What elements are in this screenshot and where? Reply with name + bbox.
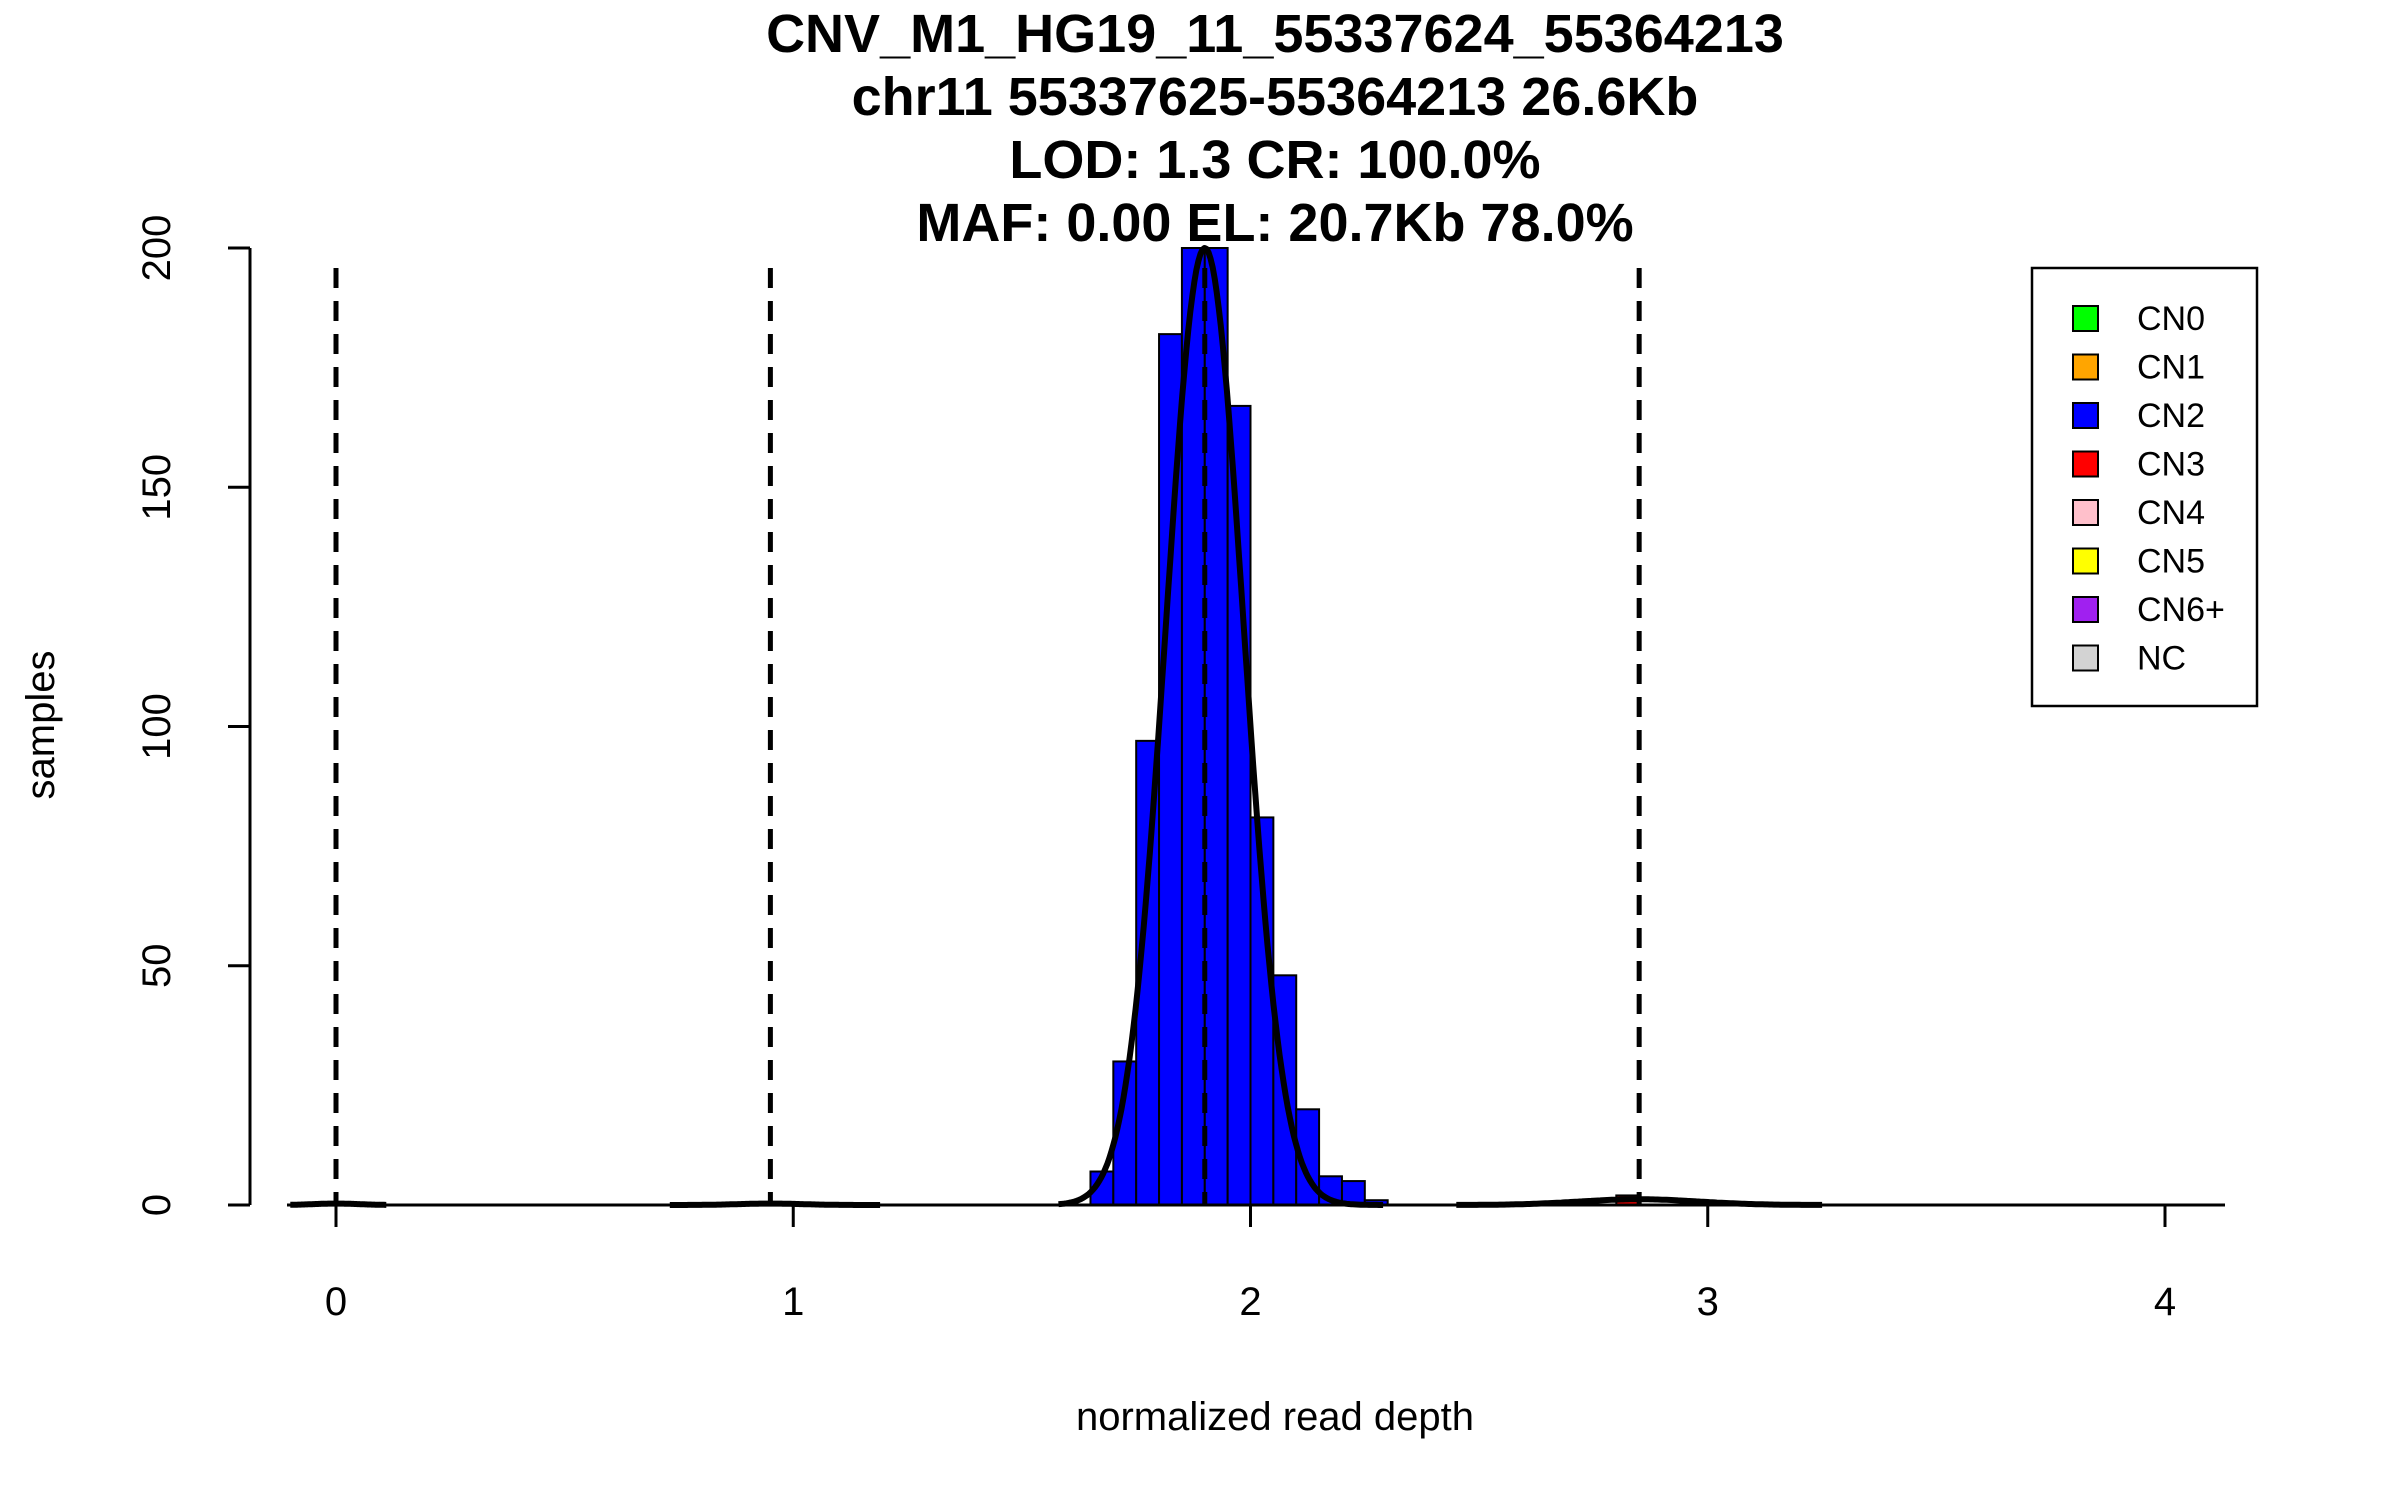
legend-swatch xyxy=(2072,305,2099,332)
y-tick-label: 150 xyxy=(135,454,179,521)
legend-box xyxy=(2030,266,2259,708)
legend-swatch xyxy=(2072,596,2099,623)
legend-swatch xyxy=(2072,353,2099,381)
y-tick-label: 0 xyxy=(135,1194,179,1216)
x-tick-label: 4 xyxy=(2154,1280,2176,1324)
legend-label: NC xyxy=(2137,640,2186,678)
legend-label: CN6+ xyxy=(2137,591,2225,629)
x-tick-label: 3 xyxy=(1697,1280,1719,1324)
x-tick-label: 1 xyxy=(782,1280,804,1324)
title-line-1: CNV_M1_HG19_11_55337624_55364213 xyxy=(766,4,1784,64)
legend-swatch xyxy=(2072,402,2099,429)
x-axis-ticks: 0 1 2 3 4 xyxy=(325,1205,2176,1324)
legend-swatch xyxy=(2072,450,2099,478)
histogram-bars xyxy=(1089,247,1641,1207)
title-line-4: MAF: 0.00 EL: 20.7Kb 78.0% xyxy=(916,193,1633,253)
x-axis-label: normalized read depth xyxy=(1076,1395,1474,1439)
gaussian-fit-curve xyxy=(1057,245,1385,1208)
y-tick-label: 200 xyxy=(135,215,179,282)
legend-swatch xyxy=(2072,644,2099,672)
gaussian-fit-curves xyxy=(287,245,1823,1208)
legend-label: CN0 xyxy=(2137,300,2205,338)
x-tick-label: 0 xyxy=(325,1280,347,1324)
legend-label: CN5 xyxy=(2137,543,2205,581)
y-axis-label: samples xyxy=(19,651,63,800)
y-axis-ticks: 0 50 100 150 200 xyxy=(135,215,250,1216)
legend-label: CN3 xyxy=(2137,446,2205,484)
y-tick-label: 50 xyxy=(135,944,179,989)
title-line-3: LOD: 1.3 CR: 100.0% xyxy=(1009,130,1540,190)
legend-label: CN2 xyxy=(2137,397,2205,435)
x-tick-label: 2 xyxy=(1239,1280,1261,1324)
chart-title: CNV_M1_HG19_11_55337624_55364213 chr11 5… xyxy=(766,4,1784,253)
legend-label: CN4 xyxy=(2137,494,2205,532)
legend: CN0 CN1 CN2 CN3 CN4 CN5 CN6+ NC xyxy=(2030,266,2259,708)
cluster-mean-lines xyxy=(333,268,1642,1205)
title-line-2: chr11 55337625-55364213 26.6Kb xyxy=(852,67,1699,127)
legend-swatch xyxy=(2072,499,2099,526)
legend-swatch xyxy=(2072,547,2099,575)
y-tick-label: 100 xyxy=(135,693,179,760)
legend-label: CN1 xyxy=(2137,349,2205,387)
